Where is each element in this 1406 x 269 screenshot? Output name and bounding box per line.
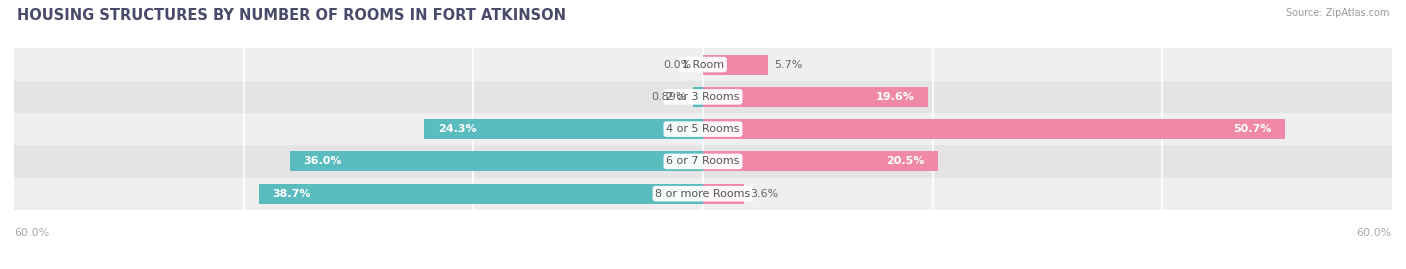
Text: 60.0%: 60.0% (14, 228, 49, 238)
Bar (14, 48, 1392, 81)
Text: 38.7%: 38.7% (273, 189, 311, 199)
Text: Source: ZipAtlas.com: Source: ZipAtlas.com (1285, 8, 1389, 18)
Bar (14, 113, 1392, 145)
Bar (290, 151, 703, 171)
Bar (703, 184, 744, 204)
Bar (693, 87, 703, 107)
Bar (14, 178, 1392, 210)
Text: 6 or 7 Rooms: 6 or 7 Rooms (666, 156, 740, 167)
Text: 0.89%: 0.89% (651, 92, 688, 102)
Bar (703, 119, 1285, 139)
Bar (703, 87, 928, 107)
Text: 19.6%: 19.6% (876, 92, 914, 102)
Text: 60.0%: 60.0% (1357, 228, 1392, 238)
Text: 4 or 5 Rooms: 4 or 5 Rooms (666, 124, 740, 134)
Text: 1 Room: 1 Room (682, 59, 724, 70)
Bar (14, 145, 1392, 178)
Bar (703, 55, 769, 75)
Text: 36.0%: 36.0% (304, 156, 342, 167)
Text: 20.5%: 20.5% (886, 156, 925, 167)
Bar (425, 119, 703, 139)
Text: 24.3%: 24.3% (437, 124, 477, 134)
Text: 8 or more Rooms: 8 or more Rooms (655, 189, 751, 199)
Text: 0.0%: 0.0% (664, 59, 692, 70)
Text: 3.6%: 3.6% (749, 189, 779, 199)
Text: 2 or 3 Rooms: 2 or 3 Rooms (666, 92, 740, 102)
Text: 5.7%: 5.7% (775, 59, 803, 70)
Text: HOUSING STRUCTURES BY NUMBER OF ROOMS IN FORT ATKINSON: HOUSING STRUCTURES BY NUMBER OF ROOMS IN… (17, 8, 565, 23)
Bar (703, 151, 938, 171)
Bar (259, 184, 703, 204)
Bar (14, 81, 1392, 113)
Text: 50.7%: 50.7% (1233, 124, 1271, 134)
